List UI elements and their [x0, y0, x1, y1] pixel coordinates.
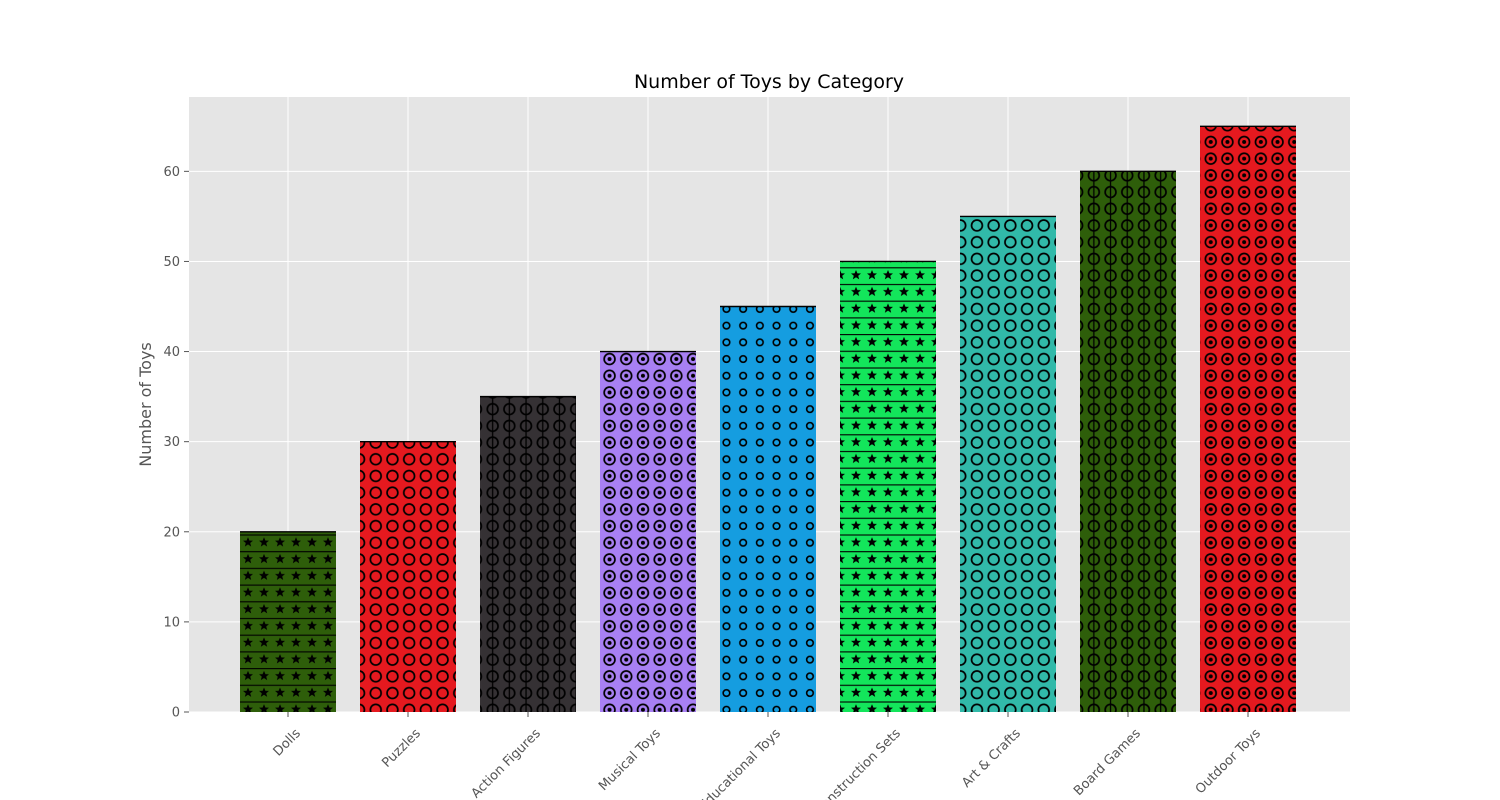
- bar-hatch: [1200, 126, 1296, 713]
- chart-title: Number of Toys by Category: [634, 71, 904, 93]
- bar-educational-toys: [720, 305, 816, 712]
- y-tick-label: 10: [163, 615, 180, 630]
- bar-hatch: [360, 441, 456, 712]
- x-tick-label: Action Figures: [469, 726, 544, 800]
- y-tick-label: 0: [172, 706, 180, 721]
- bar-musical-toys: [600, 350, 696, 712]
- x-tick-label: Educational Toys: [696, 726, 784, 800]
- bar-art-crafts: [960, 215, 1056, 712]
- bar-hatch: [1080, 171, 1176, 713]
- x-tick-label: Dolls: [271, 726, 304, 759]
- bar-hatch: [840, 261, 936, 712]
- bars: [240, 125, 1296, 713]
- bar-hatch: [240, 531, 336, 712]
- bar-hatch: [480, 396, 576, 712]
- x-tick-label: Puzzles: [379, 726, 424, 771]
- x-axis-ticks: Dolls Puzzles Action Figures Musical Toys Ed…: [271, 712, 1264, 800]
- y-tick-label: 30: [163, 435, 180, 450]
- bar-hatch: [960, 216, 1056, 712]
- bar-construction-sets: [840, 260, 936, 712]
- y-tick-label: 40: [163, 345, 180, 360]
- x-tick-label: Musical Toys: [596, 726, 664, 794]
- bar-board-games: [1080, 170, 1176, 713]
- bar-dolls: [240, 531, 336, 712]
- bar-hatch: [600, 351, 696, 712]
- x-tick-label: Outdoor Toys: [1193, 726, 1264, 797]
- y-tick-label: 60: [163, 165, 180, 180]
- y-axis-label: Number of Toys: [136, 342, 155, 467]
- bar-hatch: [720, 306, 816, 712]
- bar-puzzles: [360, 440, 456, 712]
- x-tick-label: Construction Sets: [812, 726, 904, 800]
- bar-outdoor-toys: [1200, 125, 1296, 713]
- y-tick-label: 50: [163, 255, 180, 270]
- y-axis-ticks: 0 10 20 30 40 50 60: [163, 165, 189, 721]
- y-tick-label: 20: [163, 525, 180, 540]
- bar-action-figures: [480, 395, 576, 712]
- x-tick-label: Art & Crafts: [959, 726, 1024, 791]
- x-tick-label: Board Games: [1071, 726, 1144, 799]
